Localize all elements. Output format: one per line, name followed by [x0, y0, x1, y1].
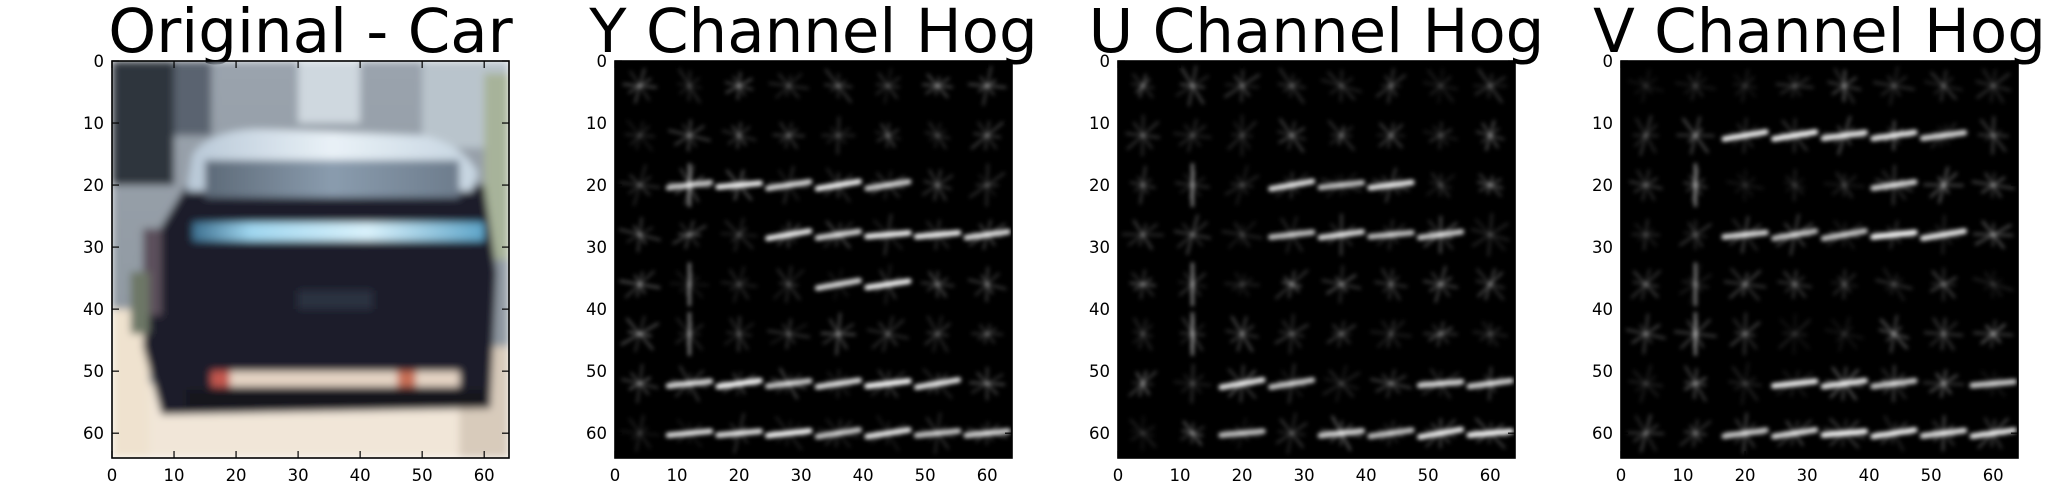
x-tick-label: 60: [977, 466, 998, 485]
x-tick-label: 50: [1921, 466, 1942, 485]
y-tick-label: 20: [1592, 176, 1613, 195]
y-tick-label: 20: [586, 176, 607, 195]
y-tick-label: 10: [586, 114, 607, 133]
y-tick-label: 50: [1089, 362, 1110, 381]
y-tick-label: 20: [1089, 176, 1110, 195]
x-tick-label: 50: [412, 466, 433, 485]
x-tick-label: 50: [915, 466, 936, 485]
x-tick-label: 0: [107, 466, 118, 485]
x-tick-label: 40: [1859, 466, 1880, 485]
y-tick-label: 50: [586, 362, 607, 381]
axes-frame: [1620, 60, 2019, 459]
x-tick-label: 20: [226, 466, 247, 485]
hog-cells: [1625, 66, 2017, 454]
y-tick-label: 30: [586, 238, 607, 257]
y-tick-label: 60: [83, 424, 104, 443]
y-tick-label: 40: [1089, 300, 1110, 319]
x-tick-label: 60: [474, 466, 495, 485]
y-tick-label: 60: [586, 424, 607, 443]
y-tick-label: 60: [1089, 424, 1110, 443]
x-tick-label: 20: [1735, 466, 1756, 485]
x-tick-label: 10: [667, 466, 688, 485]
y-tick-label: 0: [94, 52, 105, 71]
hog-cells: [1122, 65, 1514, 454]
y-tick-label: 30: [1089, 238, 1110, 257]
y-tick-label: 30: [1592, 238, 1613, 257]
y-tick-label: 0: [1603, 52, 1614, 71]
subplot-title: Y Channel Hog: [588, 0, 1037, 67]
x-tick-label: 0: [1113, 466, 1124, 485]
subplot-title: U Channel Hog: [1089, 0, 1545, 67]
x-tick-label: 10: [1673, 466, 1694, 485]
subplot-title: Original - Car: [108, 0, 513, 67]
y-tick-label: 10: [1089, 114, 1110, 133]
x-tick-label: 40: [350, 466, 371, 485]
x-tick-label: 20: [1232, 466, 1253, 485]
y-tick-label: 40: [1592, 300, 1613, 319]
x-tick-label: 0: [610, 466, 621, 485]
car-photo: [112, 61, 509, 458]
y-tick-label: 50: [83, 362, 104, 381]
y-tick-label: 30: [83, 238, 104, 257]
axes-frame: [614, 60, 1013, 459]
x-tick-label: 50: [1418, 466, 1439, 485]
y-tick-label: 20: [83, 176, 104, 195]
x-tick-label: 30: [1294, 466, 1315, 485]
x-tick-label: 60: [1480, 466, 1501, 485]
x-tick-label: 20: [729, 466, 750, 485]
y-tick-label: 50: [1592, 362, 1613, 381]
x-tick-label: 0: [1616, 466, 1627, 485]
y-tick-label: 0: [597, 52, 608, 71]
x-tick-label: 60: [1983, 466, 2004, 485]
hog-cells: [618, 65, 1011, 454]
y-tick-label: 10: [1592, 114, 1613, 133]
x-tick-label: 30: [288, 466, 309, 485]
x-tick-label: 40: [1356, 466, 1377, 485]
axes-frame: [1117, 60, 1516, 459]
y-tick-label: 10: [83, 114, 104, 133]
y-tick-label: 0: [1100, 52, 1111, 71]
x-tick-label: 10: [1170, 466, 1191, 485]
x-tick-label: 30: [791, 466, 812, 485]
y-tick-label: 40: [83, 300, 104, 319]
x-tick-label: 10: [164, 466, 185, 485]
x-tick-label: 40: [853, 466, 874, 485]
subplot-title: V Channel Hog: [1593, 0, 2046, 67]
y-tick-label: 40: [586, 300, 607, 319]
x-tick-label: 30: [1797, 466, 1818, 485]
axes-frame: [111, 60, 510, 459]
y-tick-label: 60: [1592, 424, 1613, 443]
